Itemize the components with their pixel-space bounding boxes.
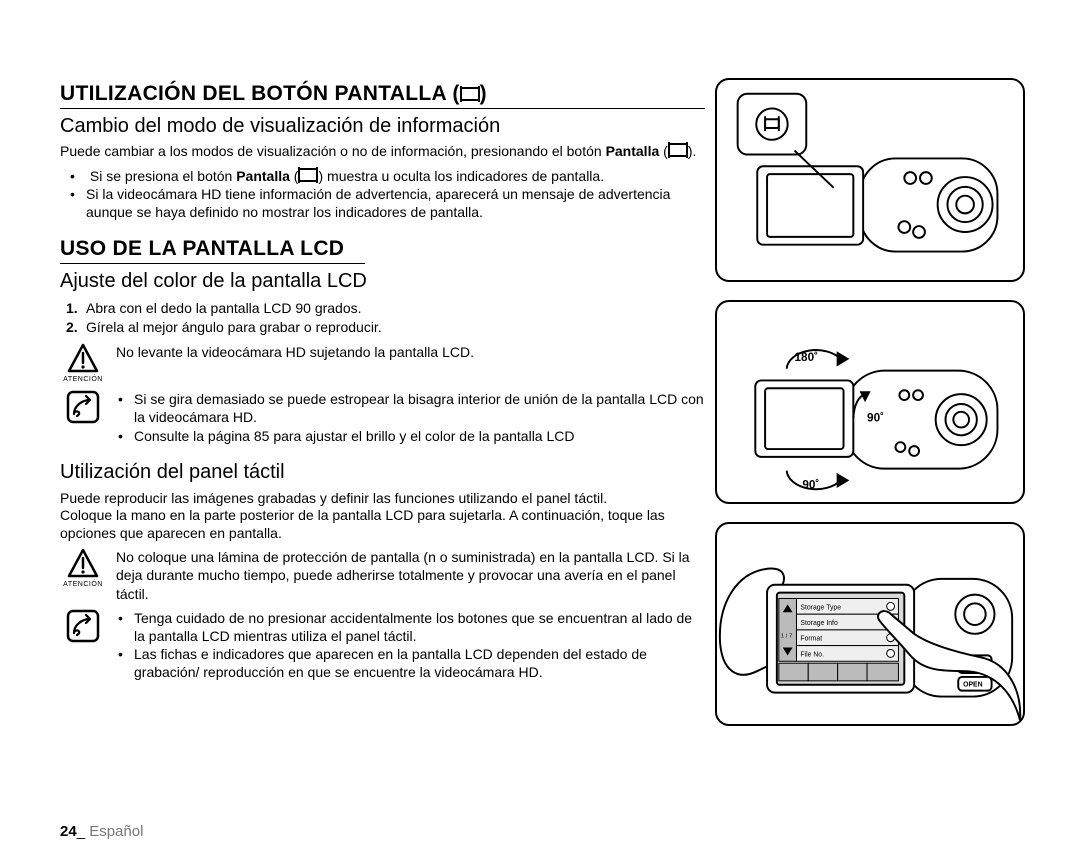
s1-intro-a: Puede cambiar a los modos de visualizaci… xyxy=(60,143,606,159)
s1-intro-d: ). xyxy=(688,143,697,159)
display-icon xyxy=(460,86,480,102)
section1-bullets: Si se presiona el botón Pantalla ( ) mues… xyxy=(60,167,705,222)
s1-intro-b: Pantalla xyxy=(606,143,660,159)
s2-step2-text: Gírela al mejor ángulo para grabar o rep… xyxy=(86,319,382,335)
s2-step1-text: Abra con el dedo la pantalla LCD 90 grad… xyxy=(86,300,362,316)
s3-p2: Coloque la mano en la parte posterior de… xyxy=(60,507,705,542)
fig3-menu1: Storage Type xyxy=(800,604,841,611)
s1-b1-b: Pantalla xyxy=(236,168,290,184)
section2-warning: ATENCIÓN No levante la videocámara HD su… xyxy=(60,343,705,384)
section3-warning: ATENCIÓN No coloque una lámina de protec… xyxy=(60,548,705,603)
s3-note-b2: Las fichas e indicadores que aparecen en… xyxy=(134,645,705,681)
section2-heading: USO DE LA PANTALLA LCD xyxy=(60,237,365,264)
warning-label: ATENCIÓN xyxy=(60,580,106,589)
s2-warn-text: No levante la videocámara HD sujetando l… xyxy=(116,343,705,384)
s3-p1: Puede reproducir las imágenes grabadas y… xyxy=(60,490,705,508)
page-number: 24 xyxy=(60,823,77,840)
section1-subheading: Cambio del modo de visualización de info… xyxy=(60,115,705,138)
s2-step2: 2.Gírela al mejor ángulo para grabar o r… xyxy=(86,318,705,337)
s1-b2: Si la videocámara HD tiene información d… xyxy=(86,185,705,221)
section2-note: Si se gira demasiado se puede estropear … xyxy=(60,390,705,445)
warning-icon xyxy=(67,343,99,373)
fig2-90b: 90˚ xyxy=(802,478,819,491)
figure-3: MODE OPEN Storage Type Storage Info Form xyxy=(715,522,1025,726)
display-icon xyxy=(668,142,688,158)
figure-sidebar: 180˚ 90˚ 90˚ MODE xyxy=(715,78,1025,726)
section1-heading-tail: ) xyxy=(480,82,487,105)
figure-2: 180˚ 90˚ 90˚ xyxy=(715,300,1025,504)
fig3-pager: 1 / 7 xyxy=(781,634,792,640)
s2-step1: 1.Abra con el dedo la pantalla LCD 90 gr… xyxy=(86,299,705,318)
section1-intro: Puede cambiar a los modos de visualizaci… xyxy=(60,142,705,161)
section1-heading: UTILIZACIÓN DEL BOTÓN PANTALLA () xyxy=(60,82,705,109)
note-icon xyxy=(66,609,100,643)
fig3-menu4: File No. xyxy=(800,651,824,658)
footer-sep: _ xyxy=(77,823,90,840)
s2-note-b1: Si se gira demasiado se puede estropear … xyxy=(134,390,705,426)
s1-b1-d: ) muestra u oculta los indicadores de pa… xyxy=(318,168,604,184)
main-content: UTILIZACIÓN DEL BOTÓN PANTALLA () Cambio… xyxy=(60,82,705,682)
s1-intro-c: ( xyxy=(659,143,668,159)
s1-b1: Si se presiona el botón Pantalla ( ) mues… xyxy=(86,167,705,185)
fig3-menu2: Storage Info xyxy=(800,620,838,627)
section3-subheading: Utilización del panel táctil xyxy=(60,461,705,484)
fig3-menu3: Format xyxy=(800,636,822,643)
warning-label: ATENCIÓN xyxy=(60,375,106,384)
s3-warn-text: No coloque una lámina de protección de p… xyxy=(116,548,705,603)
section3-note: Tenga cuidado de no presionar accidental… xyxy=(60,609,705,682)
s1-b1-a: Si se presiona el botón xyxy=(90,168,236,184)
s2-note-b2: Consulte la página 85 para ajustar el br… xyxy=(134,427,705,445)
s1-b1-c: ( xyxy=(290,168,299,184)
note-icon xyxy=(66,390,100,424)
fig2-180: 180˚ xyxy=(795,351,819,364)
fig2-90a: 90˚ xyxy=(867,412,884,425)
s3-note-b1: Tenga cuidado de no presionar accidental… xyxy=(134,609,705,645)
footer-lang: Español xyxy=(89,823,143,840)
fig3-open-label: OPEN xyxy=(963,682,982,689)
display-icon xyxy=(298,167,318,183)
page-footer: 24_ Español xyxy=(60,823,143,840)
section2-steps: 1.Abra con el dedo la pantalla LCD 90 gr… xyxy=(60,299,705,337)
section1-heading-text: UTILIZACIÓN DEL BOTÓN PANTALLA ( xyxy=(60,82,460,105)
section2-subheading: Ajuste del color de la pantalla LCD xyxy=(60,270,705,293)
figure-1 xyxy=(715,78,1025,282)
warning-icon xyxy=(67,548,99,578)
